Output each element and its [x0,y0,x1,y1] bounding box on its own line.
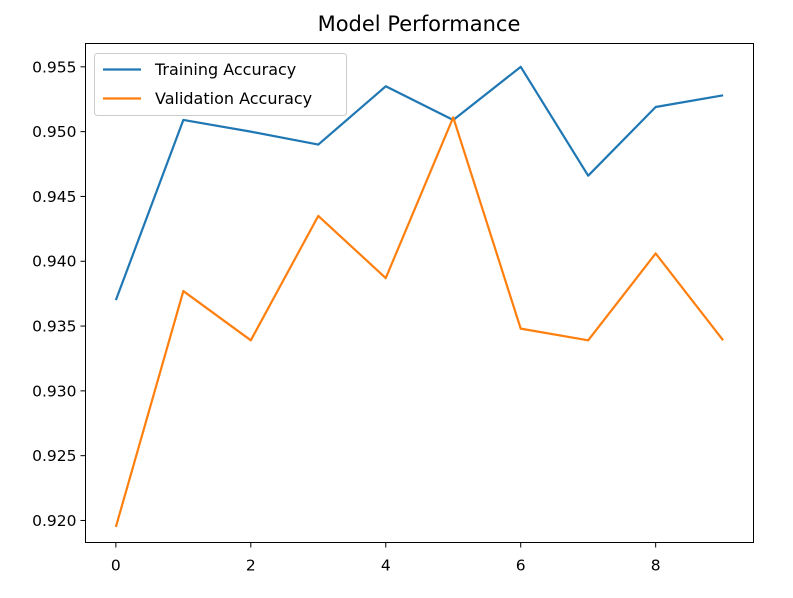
y-tick-label: 0.935 [32,318,76,336]
legend-label: Training Accuracy [154,60,296,79]
x-tick-label: 2 [246,557,256,575]
x-tick-label: 0 [111,557,121,575]
x-tick-label: 8 [651,557,661,575]
y-tick-label: 0.930 [32,382,76,400]
y-axis: 0.920 0.925 0.930 0.935 0.940 0.945 0.950 0.955 [32,58,86,530]
series-line-1 [114,116,725,528]
y-tick-label: 0.955 [32,58,76,76]
legend-label: Validation Accuracy [155,89,312,108]
axes-frame [85,43,754,543]
plot-lines [114,65,725,528]
chart-title: Model Performance [318,12,521,36]
series-line-0 [114,65,724,301]
y-tick-label: 0.925 [32,447,76,465]
x-tick-label: 4 [381,557,391,575]
x-axis: 0 2 4 6 8 [111,542,661,575]
y-tick-label: 0.945 [32,188,76,206]
legend: Training Accuracy Validation Accuracy [94,53,347,116]
y-tick-label: 0.950 [32,123,76,141]
legend-box [94,53,347,116]
y-tick-label: 0.920 [32,512,76,530]
x-tick-label: 6 [516,557,526,575]
y-tick-label: 0.940 [32,253,76,271]
